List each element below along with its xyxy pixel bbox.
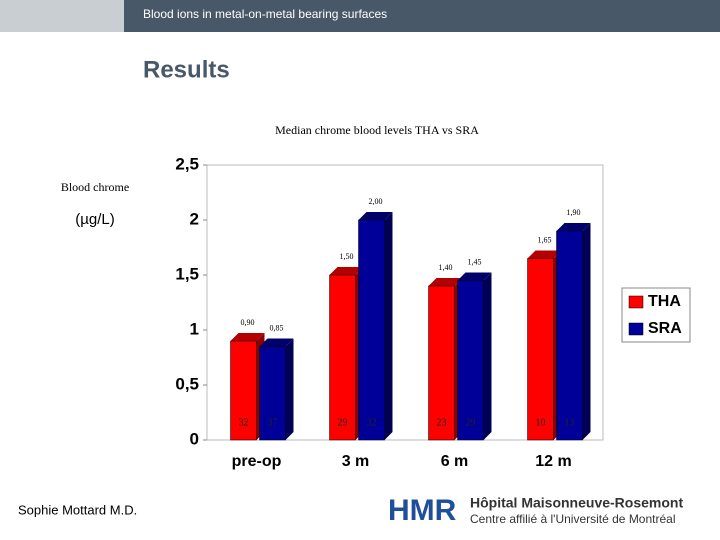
x-tick-label: 6 m [441, 453, 469, 470]
bar-top [556, 223, 591, 231]
y-tick-label: 2,5 [175, 154, 199, 173]
bar [230, 340, 257, 441]
y-tick-label: 2 [190, 209, 199, 228]
value-label: 1,65 [538, 235, 552, 244]
logo-name: Hôpital Maisonneuve-Rosemont [470, 495, 683, 511]
value-label: 1,40 [439, 263, 453, 272]
y-tick-label: 0,5 [175, 374, 199, 393]
section-title: Results [143, 56, 230, 83]
y-tick-label: 1 [190, 319, 199, 338]
n-label: 29 [338, 417, 348, 428]
n-label: 13 [565, 417, 575, 428]
n-label: 29 [466, 417, 476, 428]
bar-side [285, 338, 294, 440]
bar [329, 274, 356, 441]
n-label: 37 [268, 417, 278, 428]
legend-label: THA [648, 293, 681, 310]
x-tick-label: 12 m [535, 453, 571, 470]
legend-swatch [628, 295, 644, 309]
x-tick-label: pre-op [232, 453, 282, 470]
header-box [0, 0, 124, 32]
legend-swatch [628, 322, 644, 336]
x-tick-label: 3 m [342, 453, 370, 470]
bar-top [358, 212, 393, 220]
value-label: 0,90 [241, 318, 255, 327]
bar [259, 346, 286, 441]
logo-mark: HMR [388, 494, 457, 527]
bar [428, 285, 455, 441]
bar-top [457, 272, 492, 281]
bar [527, 258, 554, 441]
bar-top [230, 333, 265, 341]
chart-title: Median chrome blood levels THA vs SRA [275, 123, 479, 137]
y-axis-label: (µg/L) [75, 211, 115, 228]
bar-top [527, 250, 562, 259]
bar-top [329, 267, 364, 275]
legend-label: SRA [648, 320, 682, 337]
n-label: 10 [536, 417, 546, 428]
value-label: 1,45 [468, 257, 482, 266]
n-label: 32 [367, 417, 377, 428]
plot-frame [206, 164, 604, 441]
y-axis-label: Blood chrome [61, 180, 129, 194]
bar-top [428, 278, 463, 286]
value-label: 2,00 [369, 197, 383, 206]
bar [358, 219, 385, 441]
n-label: 23 [437, 417, 447, 428]
author: Sophie Mottard M.D. [18, 502, 137, 517]
bar-side [483, 272, 492, 440]
bar [457, 280, 484, 441]
value-label: 1,90 [567, 208, 581, 217]
header-title: Blood ions in metal-on-metal bearing sur… [143, 7, 387, 21]
bar-top [259, 338, 294, 347]
y-tick-label: 1,5 [175, 264, 199, 283]
value-label: 0,85 [270, 323, 284, 332]
bar [556, 230, 583, 441]
value-label: 1,50 [340, 252, 354, 261]
y-tick-label: 0 [190, 429, 199, 448]
bar-side [384, 212, 393, 440]
logo-subtitle: Centre affilié à l'Université de Montréa… [470, 512, 676, 526]
bar-side [582, 223, 591, 440]
n-label: 32 [239, 417, 249, 428]
